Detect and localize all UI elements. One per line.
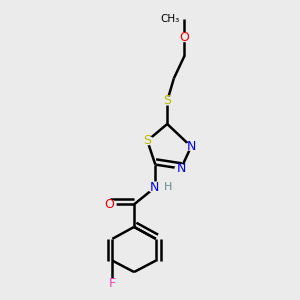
Ellipse shape (178, 33, 191, 41)
Ellipse shape (161, 97, 174, 105)
Text: S: S (163, 94, 171, 107)
Ellipse shape (141, 137, 154, 145)
Ellipse shape (103, 200, 116, 208)
Text: N: N (176, 162, 186, 175)
Text: O: O (179, 31, 189, 44)
Text: N: N (149, 181, 159, 194)
Text: CH₃: CH₃ (160, 14, 179, 24)
Ellipse shape (175, 165, 187, 172)
Ellipse shape (106, 279, 119, 287)
Ellipse shape (147, 182, 164, 192)
Ellipse shape (185, 143, 197, 150)
Text: S: S (143, 134, 151, 147)
Text: F: F (109, 277, 116, 290)
Text: H: H (164, 182, 172, 192)
Text: N: N (186, 140, 196, 153)
Text: O: O (105, 198, 115, 211)
